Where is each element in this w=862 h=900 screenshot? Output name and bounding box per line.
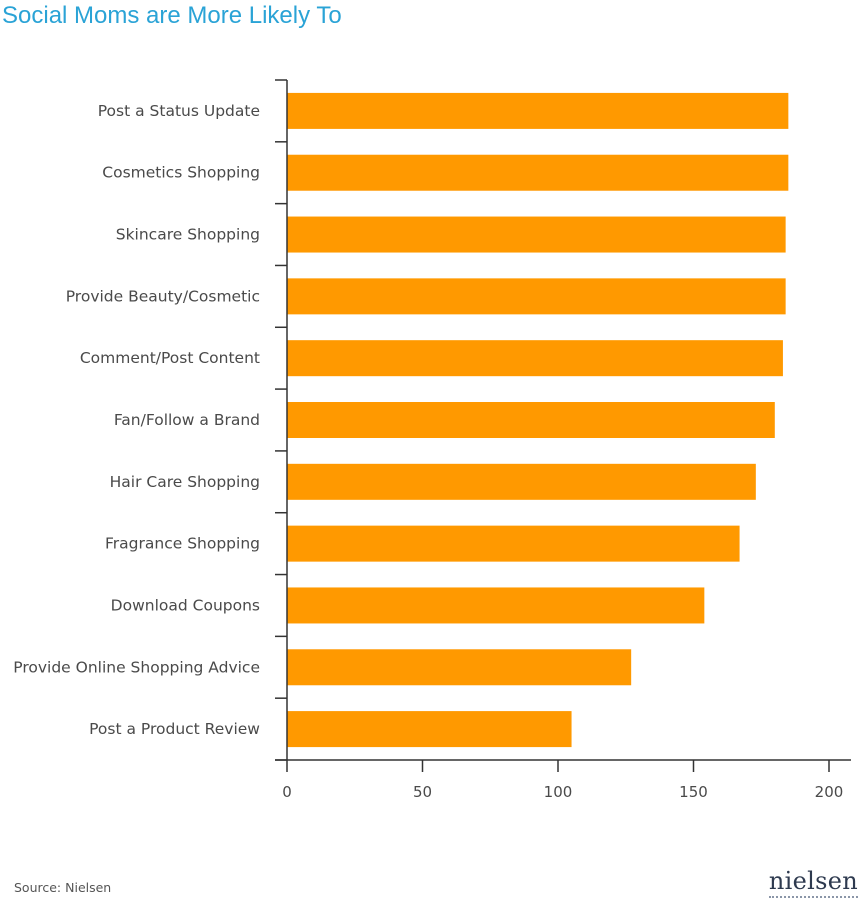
bar-chart: Post a Status Update Cosmetics Shopping Sk… xyxy=(13,79,851,801)
category-label: Fan/Follow a Brand xyxy=(114,411,260,429)
x-tick-label: 200 xyxy=(815,783,844,801)
category-label: Fragrance Shopping xyxy=(105,535,260,553)
bar xyxy=(287,402,775,438)
category-labels-group: Post a Status Update Cosmetics Shopping Sk… xyxy=(13,102,260,738)
category-label: Post a Status Update xyxy=(98,102,260,120)
tick-labels-group: 0 50 100 150 200 xyxy=(282,783,843,801)
bar xyxy=(287,587,705,624)
bar xyxy=(287,216,786,253)
bar xyxy=(287,649,632,686)
source-note: Source: Nielsen xyxy=(14,880,112,895)
bar xyxy=(287,154,789,191)
category-label: Comment/Post Content xyxy=(80,349,260,367)
x-tick-label: 0 xyxy=(282,783,292,801)
x-tick-label: 150 xyxy=(679,783,708,801)
x-tick-label: 50 xyxy=(413,783,432,801)
x-tick-label: 100 xyxy=(544,783,573,801)
chart-title: Social Moms are More Likely To xyxy=(2,2,342,29)
nielsen-logo: nielsen xyxy=(768,867,858,898)
category-label: Post a Product Review xyxy=(89,720,260,738)
bar xyxy=(287,278,786,315)
category-label: Provide Beauty/Cosmetic xyxy=(66,287,260,305)
category-label: Cosmetics Shopping xyxy=(102,164,260,182)
category-label: Provide Online Shopping Advice xyxy=(13,658,260,676)
axes-group xyxy=(275,79,851,772)
bar xyxy=(287,340,783,377)
logo-text: nielsen xyxy=(768,867,858,895)
bar xyxy=(287,92,789,129)
bars-group xyxy=(287,92,789,748)
category-label: Download Coupons xyxy=(111,596,260,614)
bar xyxy=(287,525,740,562)
bar xyxy=(287,711,572,748)
category-label: Hair Care Shopping xyxy=(110,473,260,491)
logo-dots xyxy=(768,896,858,898)
category-label: Skincare Shopping xyxy=(116,226,260,244)
bar xyxy=(287,463,756,500)
